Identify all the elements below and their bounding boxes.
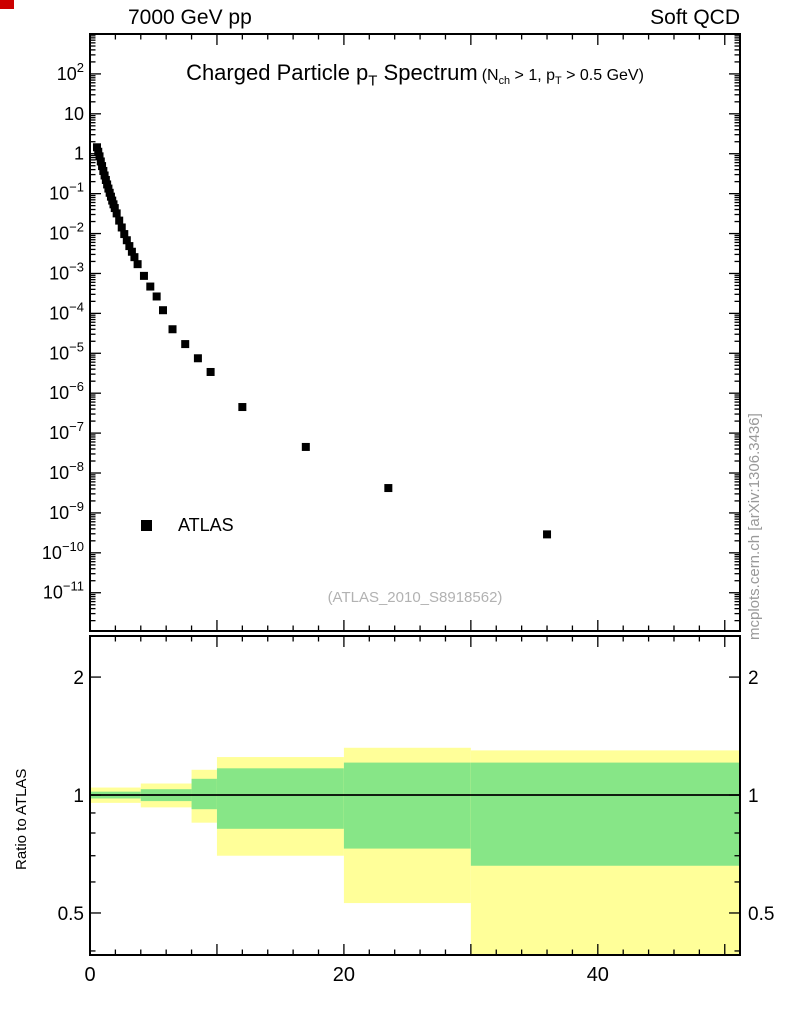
svg-text:10−8: 10−8: [49, 459, 84, 483]
plot-title-main: Charged Particle pT Spectrum: [186, 60, 478, 90]
svg-text:1: 1: [73, 786, 84, 807]
svg-text:102: 102: [57, 60, 84, 84]
svg-text:2: 2: [73, 668, 84, 689]
ratio-bands: [90, 747, 740, 955]
svg-text:0: 0: [84, 964, 95, 986]
svg-text:0.5: 0.5: [58, 904, 84, 925]
plot-title-condition: (Nch > 1, pT > 0.5 GeV): [481, 67, 644, 88]
header-beam-label: 7000 GeV pp: [128, 6, 252, 29]
header-process-label: Soft QCD: [650, 6, 740, 29]
legend-atlas: ATLAS: [141, 515, 234, 536]
analysis-id-watermark: (ATLAS_2010_S8918562): [327, 589, 503, 606]
svg-text:10−2: 10−2: [49, 220, 84, 244]
ratio-y-ticks: 0.5 0.5 1 1 2 2: [58, 668, 774, 952]
mcplots-attribution: mcplots.cern.ch [arXiv:1306.3436]: [746, 413, 763, 640]
svg-text:10−5: 10−5: [49, 339, 84, 363]
data-points: [92, 143, 552, 539]
legend-label: ATLAS: [178, 515, 234, 535]
legend-square-marker-icon: [141, 520, 152, 531]
svg-text:0.5: 0.5: [748, 904, 774, 925]
svg-text:1: 1: [748, 786, 759, 807]
svg-text:10−3: 10−3: [49, 259, 84, 283]
svg-text:20: 20: [333, 964, 355, 986]
svg-text:10−9: 10−9: [49, 499, 84, 523]
svg-text:2: 2: [748, 668, 759, 689]
svg-text:10−11: 10−11: [43, 579, 84, 603]
svg-text:10−1: 10−1: [49, 180, 84, 204]
bottom-panel-frame: [89, 635, 741, 956]
svg-text:40: 40: [587, 964, 609, 986]
svg-text:10−10: 10−10: [42, 539, 84, 563]
top-y-labels: 102 10 1 10−1 10−2 10−3 10−4 10−5 10−6 10−7 10−8 10…: [42, 60, 84, 603]
plot-title: Charged Particle pT Spectrum (Nch > 1, p…: [90, 60, 740, 89]
svg-text:10−4: 10−4: [49, 299, 84, 323]
ratio-axis-label: Ratio to ATLAS: [13, 768, 30, 870]
top-panel-frame: [89, 33, 741, 632]
svg-text:1: 1: [74, 144, 84, 164]
svg-text:10−6: 10−6: [49, 379, 84, 403]
x-labels: 0 20 40: [84, 964, 609, 986]
svg-text:10−7: 10−7: [49, 419, 84, 443]
corner-mark: [0, 0, 14, 9]
svg-text:10: 10: [64, 104, 84, 124]
